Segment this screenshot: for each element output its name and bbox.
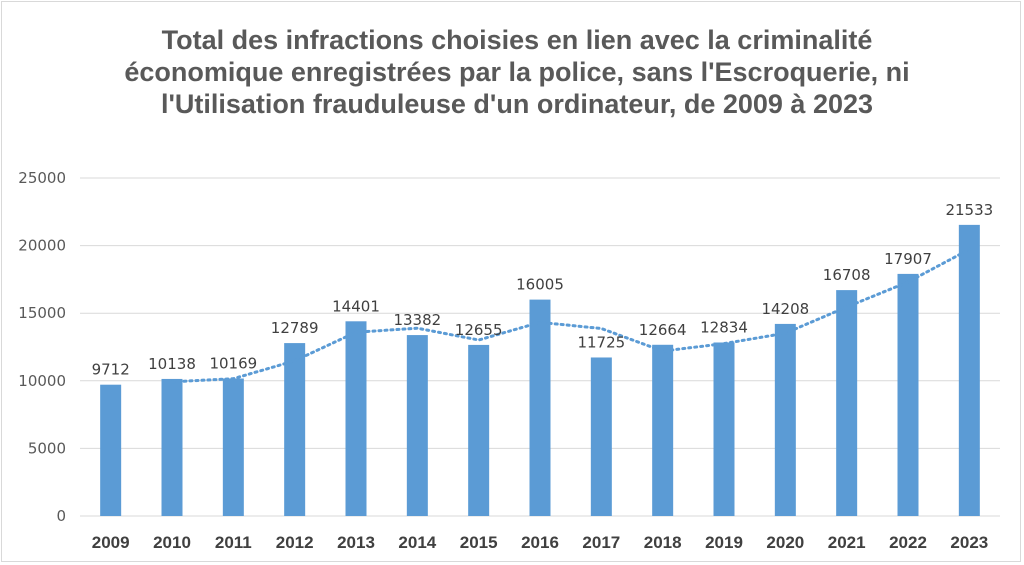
data-label-2018: 12664 [639, 321, 687, 339]
bar-2009 [100, 384, 122, 516]
x-tick-label: 2009 [92, 533, 130, 552]
x-tick-label: 2018 [644, 533, 682, 552]
y-tick-label: 10000 [18, 372, 66, 390]
data-label-2014: 13382 [393, 311, 441, 329]
x-tick-label: 2019 [705, 533, 743, 552]
bar-2019 [713, 342, 735, 516]
x-axis-labels: 2009 2010 2011 2012 2013 2014 2015 2016 2017 2018… [92, 533, 988, 552]
trendline-moving-average [170, 247, 971, 384]
data-label-2015: 12655 [455, 321, 503, 339]
x-tick-label: 2014 [398, 533, 436, 552]
bar-2021 [836, 290, 858, 516]
bar-2022 [897, 273, 919, 516]
data-label-2021: 16708 [823, 266, 871, 284]
y-tick-label: 20000 [18, 237, 66, 255]
x-tick-label: 2013 [337, 533, 375, 552]
data-label-2020: 14208 [761, 300, 809, 318]
bar-2012 [284, 343, 306, 516]
data-label-2011: 10169 [209, 355, 257, 373]
bars [100, 224, 980, 516]
bar-2011 [222, 378, 244, 516]
x-tick-label: 2023 [950, 533, 988, 552]
y-axis-ticks: 0 5000 10000 15000 20000 25000 [18, 169, 66, 525]
x-tick-label: 2015 [460, 533, 498, 552]
data-label-2023: 21533 [945, 201, 993, 219]
bar-2023 [958, 224, 980, 516]
bar-2015 [468, 344, 490, 516]
data-label-2022: 17907 [884, 250, 932, 268]
bar-2016 [529, 299, 551, 516]
x-tick-label: 2020 [766, 533, 804, 552]
data-label-2012: 12789 [271, 319, 319, 337]
bar-2014 [406, 335, 428, 516]
x-tick-label: 2012 [276, 533, 314, 552]
y-tick-label: 15000 [18, 304, 66, 322]
x-tick-label: 2010 [153, 533, 191, 552]
data-label-2010: 10138 [148, 355, 196, 373]
data-label-2009: 9712 [92, 361, 130, 379]
data-label-2013: 14401 [332, 297, 380, 315]
bar-2017 [590, 357, 612, 516]
x-tick-label: 2011 [215, 533, 252, 552]
y-tick-label: 5000 [28, 439, 66, 457]
data-label-2017: 11725 [577, 333, 625, 351]
data-label-2016: 16005 [516, 276, 564, 294]
x-tick-label: 2016 [521, 533, 559, 552]
x-tick-label: 2017 [582, 533, 620, 552]
bar-2020 [774, 323, 796, 516]
chart-title: Total des infractions choisies en lien a… [124, 25, 910, 119]
y-tick-label: 25000 [18, 169, 66, 187]
bar-2018 [652, 344, 674, 516]
y-tick-label: 0 [56, 507, 66, 525]
trendline [170, 247, 971, 384]
x-tick-label: 2021 [828, 533, 866, 552]
bar-2010 [161, 378, 183, 516]
data-label-2019: 12834 [700, 318, 748, 336]
x-tick-label: 2022 [889, 533, 927, 552]
data-labels: 9712 10138 10169 12789 14401 13382 12655 16005 1… [92, 201, 994, 379]
bar-2013 [345, 321, 367, 516]
